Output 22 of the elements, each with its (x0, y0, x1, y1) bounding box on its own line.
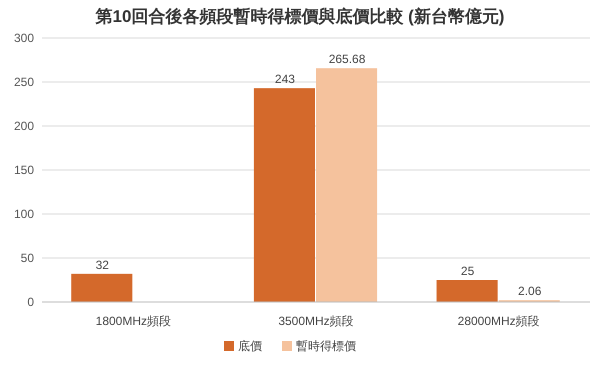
bar (71, 274, 132, 302)
y-tick-label: 0 (27, 295, 34, 309)
y-tick-label: 200 (14, 119, 34, 133)
data-label: 243 (274, 72, 296, 86)
y-tick-label: 300 (14, 31, 34, 45)
y-tick-label: 100 (14, 207, 34, 221)
data-label: 265.68 (328, 52, 366, 66)
x-tick-label: 28000MHz頻段 (458, 314, 540, 328)
x-tick-label: 3500MHz頻段 (278, 314, 354, 328)
data-label: 32 (96, 258, 110, 272)
y-tick-label: 150 (14, 163, 34, 177)
data-label: 25 (460, 264, 475, 278)
y-tick-label: 50 (20, 251, 34, 265)
legend-label: 暫時得標價 (296, 339, 356, 353)
data-label: 2.06 (518, 284, 542, 298)
legend-label: 底價 (238, 339, 262, 353)
chart-title: 第10回合後各頻段暫時得標價與底價比較 (新台幣億元) (94, 7, 504, 26)
y-tick-label: 250 (14, 75, 34, 89)
bar (436, 280, 498, 302)
bar (254, 88, 315, 302)
x-tick-label: 1800MHz頻段 (96, 314, 172, 328)
bar (316, 68, 378, 302)
